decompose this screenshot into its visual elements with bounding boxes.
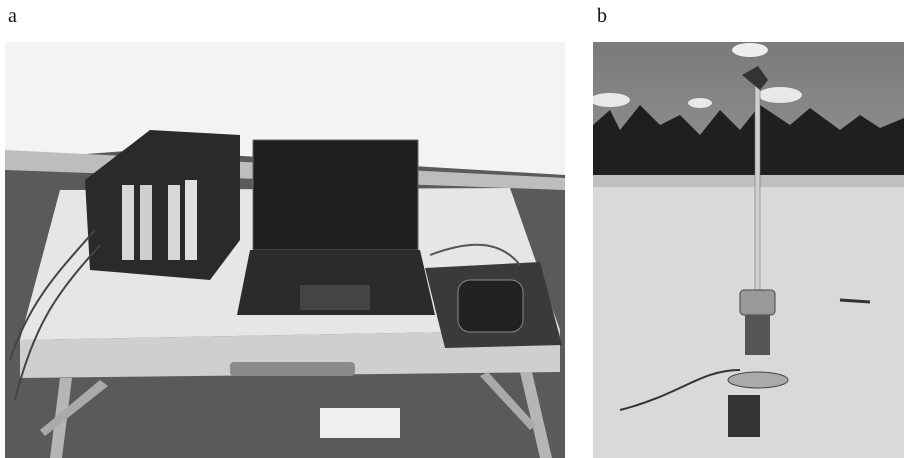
photo-b — [590, 42, 904, 458]
figure: a b — [0, 0, 904, 458]
panel-label: b — [597, 5, 607, 27]
photo-a — [5, 42, 565, 458]
panel-label: a — [8, 5, 17, 27]
